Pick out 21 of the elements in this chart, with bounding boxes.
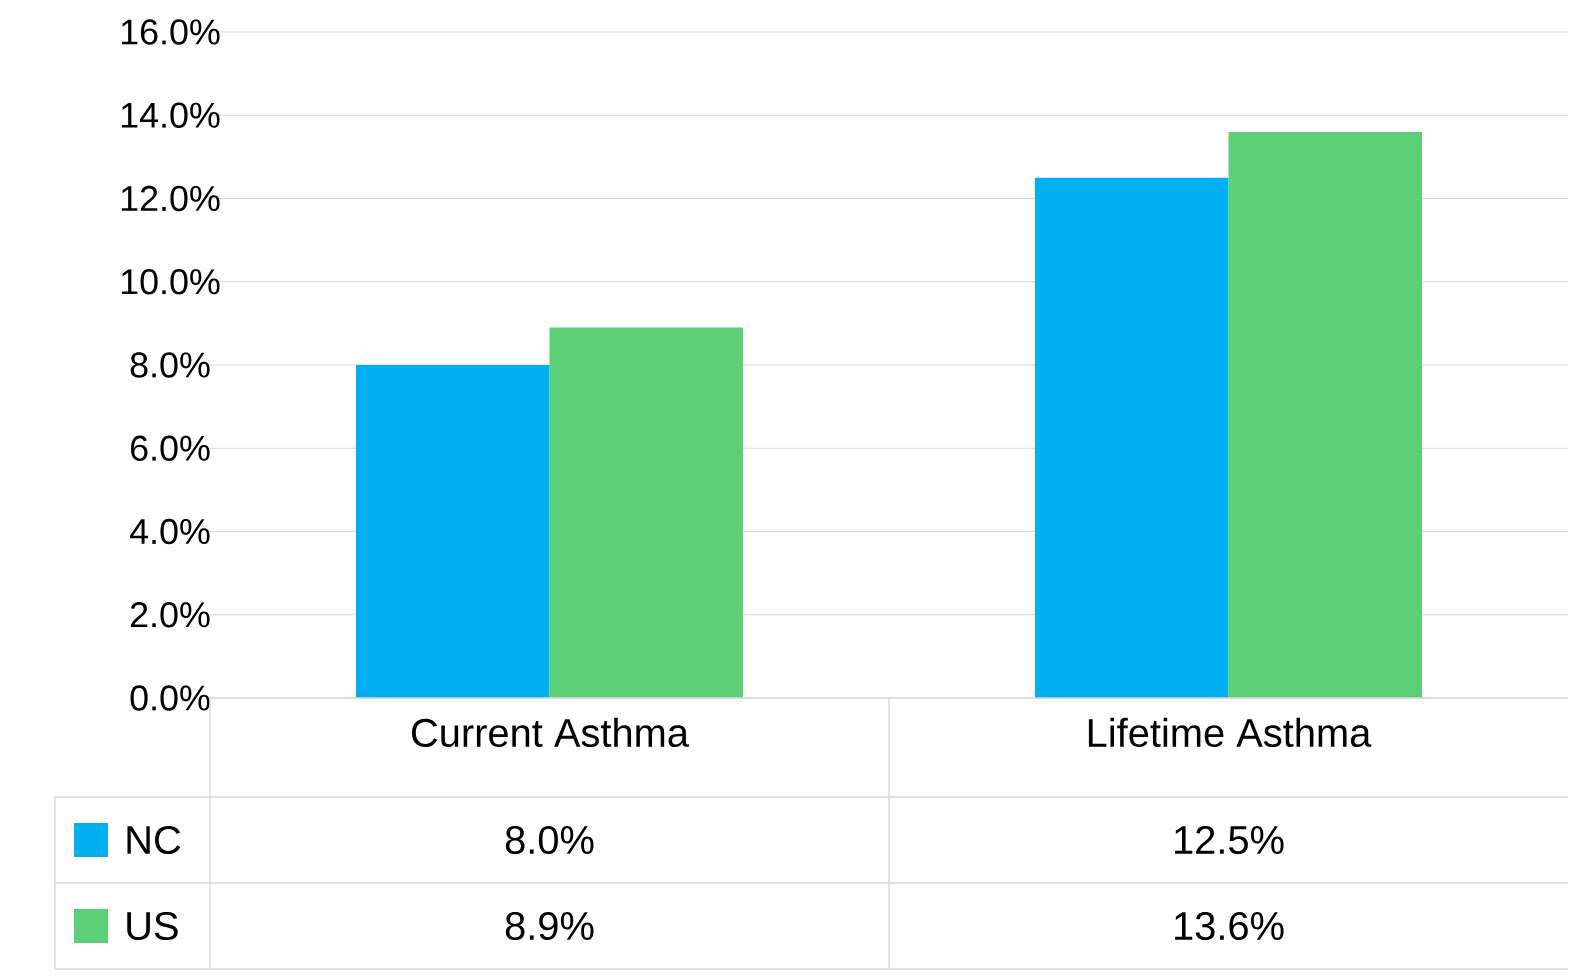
legend-label: US <box>127 911 178 941</box>
y-tick-label: 6.0% <box>130 435 210 461</box>
bar <box>549 327 744 699</box>
y-tick-label: 12.0% <box>121 185 220 212</box>
y-tick-label: 14.0% <box>121 102 220 128</box>
y-tick-label: 2.0% <box>130 602 210 628</box>
x-tick-label: Current Asthma <box>411 717 689 748</box>
y-tick-label: 4.0% <box>129 518 210 545</box>
y-tick-label: 0.0% <box>130 685 210 711</box>
legend-label: NC <box>127 825 181 855</box>
bar <box>355 365 550 699</box>
data-label: 8.0% <box>505 825 594 855</box>
bar <box>1228 131 1423 699</box>
y-tick-label: 16.0% <box>121 19 220 45</box>
y-tick-label: 8.0% <box>130 352 210 378</box>
x-tick-label: Lifetime Asthma <box>1088 717 1372 748</box>
data-label: 12.5% <box>1175 825 1284 855</box>
data-label: 13.6% <box>1175 911 1284 941</box>
y-tick-label: 10.0% <box>121 269 220 295</box>
data-label: 8.9% <box>505 911 594 941</box>
bar <box>1034 177 1229 699</box>
